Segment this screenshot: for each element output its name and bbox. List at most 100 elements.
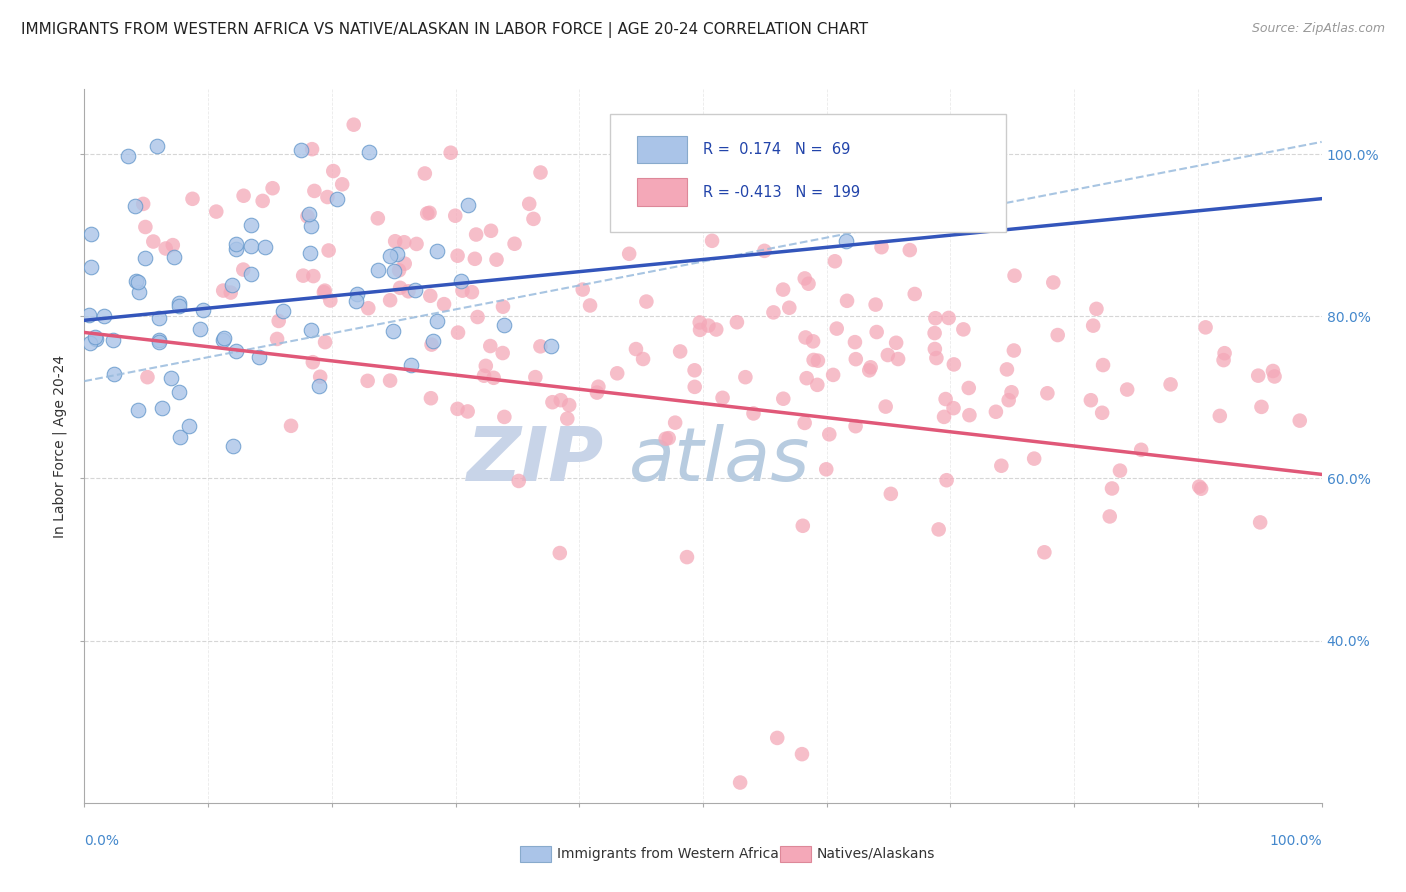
Point: [928, 523, 950, 537]
Point: [225, 242, 247, 256]
Point: [290, 143, 312, 157]
Point: [212, 333, 235, 347]
Point: [84, 330, 107, 344]
Point: [357, 145, 380, 160]
Text: IMMIGRANTS FROM WESTERN AFRICA VS NATIVE/ALASKAN IN LABOR FORCE | AGE 20-24 CORR: IMMIGRANTS FROM WESTERN AFRICA VS NATIVE…: [21, 22, 869, 38]
Point: [766, 731, 789, 745]
Point: [262, 181, 284, 195]
Point: [713, 185, 735, 199]
Point: [205, 204, 228, 219]
Point: [232, 188, 254, 202]
Point: [128, 285, 150, 299]
Point: [1160, 377, 1182, 392]
Point: [240, 267, 263, 281]
Point: [825, 321, 848, 335]
Point: [384, 234, 406, 248]
Point: [239, 238, 262, 252]
Point: [924, 311, 946, 326]
Point: [330, 178, 353, 192]
Point: [550, 393, 572, 408]
Point: [1261, 364, 1284, 378]
Point: [492, 346, 515, 360]
Point: [503, 236, 526, 251]
Point: [792, 518, 814, 533]
Text: 100.0%: 100.0%: [1270, 834, 1322, 848]
Point: [880, 487, 903, 501]
Point: [925, 351, 948, 365]
Point: [444, 209, 467, 223]
Text: atlas: atlas: [628, 425, 810, 496]
Point: [823, 368, 845, 382]
Point: [167, 384, 190, 399]
Point: [86, 333, 108, 347]
Point: [801, 334, 824, 349]
Point: [700, 234, 723, 248]
Point: [1046, 328, 1069, 343]
Point: [654, 432, 676, 446]
Point: [148, 310, 170, 325]
Point: [1130, 442, 1153, 457]
Point: [957, 381, 980, 395]
Point: [344, 294, 367, 309]
Point: [447, 326, 470, 340]
Point: [571, 283, 593, 297]
Point: [676, 550, 699, 565]
Point: [1188, 479, 1211, 493]
Point: [541, 395, 564, 409]
Point: [103, 367, 125, 381]
Text: Natives/Alaskans: Natives/Alaskans: [817, 847, 935, 861]
Point: [794, 330, 817, 344]
Point: [419, 289, 441, 303]
Point: [1004, 268, 1026, 283]
Point: [683, 380, 706, 394]
Point: [586, 385, 609, 400]
Point: [689, 323, 711, 337]
Point: [865, 297, 887, 311]
Point: [995, 362, 1018, 376]
Text: Source: ZipAtlas.com: Source: ZipAtlas.com: [1251, 22, 1385, 36]
Point: [1212, 353, 1234, 368]
Point: [457, 404, 479, 418]
Point: [252, 194, 274, 208]
Point: [942, 401, 965, 416]
Point: [479, 224, 502, 238]
Point: [1036, 386, 1059, 401]
Point: [413, 166, 436, 180]
Point: [529, 339, 551, 353]
Point: [1085, 301, 1108, 316]
Point: [904, 287, 927, 301]
Point: [404, 283, 426, 297]
Point: [631, 351, 654, 366]
Point: [301, 355, 323, 369]
Point: [1247, 368, 1270, 383]
Point: [579, 298, 602, 312]
Point: [298, 207, 321, 221]
Point: [292, 268, 315, 283]
Point: [167, 299, 190, 313]
Point: [378, 249, 401, 263]
Point: [225, 236, 247, 251]
Point: [446, 401, 468, 416]
Point: [796, 371, 818, 385]
Point: [465, 227, 488, 242]
Point: [79, 308, 101, 322]
Point: [357, 301, 380, 316]
Point: [302, 269, 325, 284]
Point: [155, 242, 177, 256]
Point: [367, 211, 389, 226]
Point: [160, 371, 183, 385]
Point: [824, 254, 846, 268]
Point: [304, 184, 326, 198]
Point: [793, 416, 815, 430]
Text: R =  0.174   N =  69: R = 0.174 N = 69: [703, 143, 851, 157]
Text: Immigrants from Western Africa: Immigrants from Western Africa: [557, 847, 779, 861]
Point: [314, 284, 336, 298]
Point: [457, 198, 479, 212]
Point: [725, 315, 748, 329]
Point: [134, 251, 156, 265]
Point: [148, 335, 170, 350]
Point: [540, 339, 562, 353]
Point: [389, 281, 412, 295]
Point: [1092, 358, 1115, 372]
Point: [382, 324, 405, 338]
